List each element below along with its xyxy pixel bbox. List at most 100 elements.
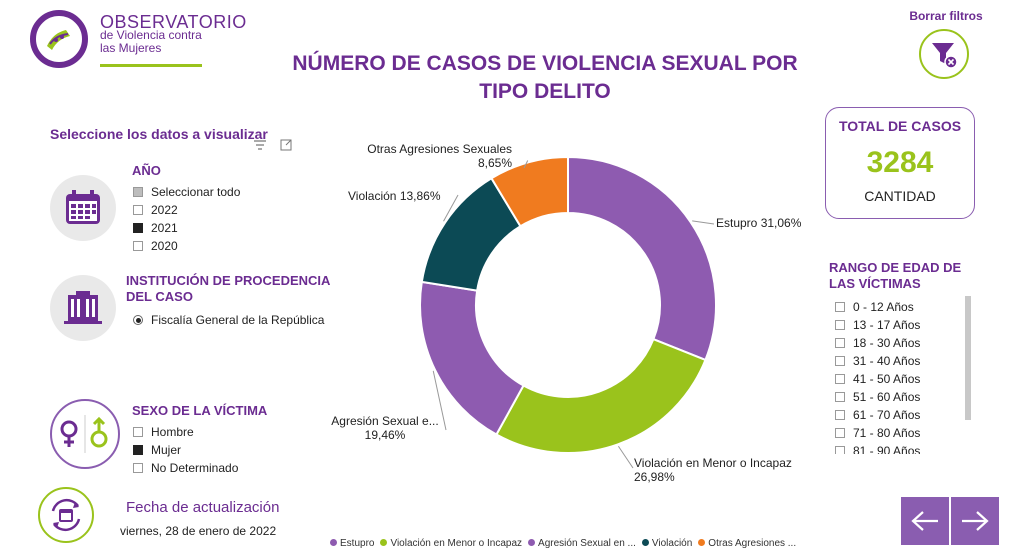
checkbox[interactable] (133, 463, 143, 473)
sex-option-no-determinado[interactable]: No Determinado (133, 459, 238, 477)
leader-line-0 (692, 220, 715, 225)
option-label: 13 - 17 Años (853, 318, 921, 332)
legend-item-otras[interactable]: Otras Agresiones ... (698, 538, 796, 549)
arrow-right-icon (962, 511, 989, 531)
year-option-select-all[interactable]: Seleccionar todo (133, 183, 240, 201)
age-range-option[interactable]: 51 - 60 Años (835, 388, 955, 406)
forward-button[interactable] (951, 497, 999, 545)
checkbox[interactable] (835, 446, 845, 454)
checkbox[interactable] (133, 241, 143, 251)
age-range-option[interactable]: 13 - 17 Años (835, 316, 955, 334)
year-section-icon-bg (50, 175, 116, 241)
legend-item-estupro[interactable]: Estupro (330, 538, 374, 549)
institution-section-icon-bg (50, 275, 116, 341)
age-range-option[interactable]: 41 - 50 Años (835, 370, 955, 388)
age-range-title-line2: LAS VÍCTIMAS (829, 276, 921, 291)
leader-line-3 (443, 194, 459, 222)
legend-item-violacion[interactable]: Violación (641, 538, 692, 549)
year-title: AÑO (132, 163, 161, 178)
checkbox[interactable] (133, 205, 143, 215)
year-options: Seleccionar todo 2022 2021 2020 (133, 183, 240, 255)
institution-title-line1: INSTITUCIÓN DE PROCEDENCIA (126, 273, 331, 288)
data-label-otras: Otras Agresiones Sexuales 8,65% (366, 142, 512, 170)
checkbox[interactable] (133, 187, 143, 197)
option-label: 51 - 60 Años (853, 390, 921, 404)
checkbox[interactable] (133, 223, 143, 233)
age-range-title-line1: RANGO DE EDAD DE (829, 260, 962, 275)
option-label: 71 - 80 Años (853, 426, 921, 440)
age-range-option[interactable]: 18 - 30 Años (835, 334, 955, 352)
leader-line-2 (432, 370, 447, 431)
age-range-scrollbar[interactable] (965, 296, 971, 420)
clear-filters-label: Borrar filtros (909, 9, 983, 23)
legend-item-menor[interactable]: Violación en Menor o Incapaz (380, 538, 522, 549)
option-label: 2021 (151, 221, 178, 235)
checkbox[interactable] (835, 392, 845, 402)
back-button[interactable] (901, 497, 949, 545)
option-label: Fiscalía General de la República (151, 313, 325, 327)
age-range-list[interactable]: 0 - 12 Años 13 - 17 Años 18 - 30 Años 31 - … (835, 298, 955, 454)
total-cases-value: 3284 (866, 146, 934, 179)
year-option-2022[interactable]: 2022 (133, 201, 240, 219)
option-label: 18 - 30 Años (853, 336, 921, 350)
leader-line-4 (523, 160, 529, 169)
radio-selected[interactable] (133, 315, 143, 325)
checkbox[interactable] (835, 356, 845, 366)
checkbox[interactable] (835, 320, 845, 330)
age-range-option[interactable]: 31 - 40 Años (835, 352, 955, 370)
donut-slice-2[interactable] (419, 280, 525, 436)
donut-slice-4[interactable] (490, 155, 569, 228)
total-cases-title: TOTAL DE CASOS (838, 118, 962, 134)
logo-ring (30, 10, 88, 68)
data-label-estupro-value: 31,06% (760, 216, 802, 230)
option-label: 0 - 12 Años (853, 300, 914, 314)
legend-item-agresion[interactable]: Agresión Sexual en ... (528, 538, 636, 549)
checkbox[interactable] (835, 302, 845, 312)
age-range-option[interactable]: 71 - 80 Años (835, 424, 955, 442)
logo-line1: OBSERVATORIO (100, 12, 247, 32)
option-label: 61 - 70 Años (853, 408, 921, 422)
sex-title: SEXO DE LA VÍCTIMA (132, 403, 268, 418)
donut-slice-1[interactable] (495, 337, 707, 454)
filter-icon[interactable] (253, 138, 267, 156)
logo-line2: de Violencia contra (100, 28, 202, 42)
age-range-option[interactable]: 81 - 90 Años (835, 442, 955, 454)
checkbox[interactable] (133, 445, 143, 455)
data-label-agresion-name: Agresión Sexual e... (331, 414, 439, 428)
institution-title-line2: DEL CASO (126, 289, 193, 304)
filters-heading: Seleccione los datos a visualizar (50, 126, 268, 142)
institution-option[interactable]: Fiscalía General de la República (133, 311, 324, 329)
data-label-menor: Violación en Menor o Incapaz 26,98% (634, 456, 792, 484)
donut-slices (419, 155, 717, 454)
sex-option-mujer[interactable]: Mujer (133, 441, 238, 459)
checkbox[interactable] (835, 410, 845, 420)
checkbox[interactable] (835, 338, 845, 348)
data-label-otras-name: Otras Agresiones Sexuales (367, 142, 512, 156)
option-label: No Determinado (151, 461, 239, 475)
age-range-option[interactable]: 0 - 12 Años (835, 298, 955, 316)
logo-underline (100, 64, 202, 67)
checkbox[interactable] (835, 428, 845, 438)
checkbox[interactable] (835, 374, 845, 384)
legend-label: Violación en Menor o Incapaz (390, 538, 523, 549)
option-label: 31 - 40 Años (853, 354, 921, 368)
year-option-2020[interactable]: 2020 (133, 237, 240, 255)
legend-label: Estupro (340, 538, 375, 549)
chart-legend: Estupro Violación en Menor o Incapaz Agr… (330, 538, 796, 549)
legend-label: Otras Agresiones ... (708, 538, 797, 549)
option-label: 2020 (151, 239, 178, 253)
year-option-2021[interactable]: 2021 (133, 219, 240, 237)
donut-leader-lines (432, 160, 715, 469)
donut-slice-0[interactable] (567, 155, 717, 362)
age-range-option[interactable]: 61 - 70 Años (835, 406, 955, 424)
logo-icon (47, 30, 70, 50)
data-label-violacion-name: Violación (348, 189, 397, 203)
checkbox[interactable] (133, 427, 143, 437)
clear-filters-button[interactable] (919, 29, 969, 79)
update-icon-bg (38, 487, 94, 543)
data-label-agresion-value: 19,46% (364, 428, 406, 442)
sex-option-hombre[interactable]: Hombre (133, 423, 238, 441)
focus-mode-icon[interactable] (280, 138, 292, 156)
title-line1: NÚMERO DE CASOS DE VIOLENCIA SEXUAL POR (292, 52, 798, 75)
sex-section-icon-bg (50, 399, 120, 469)
